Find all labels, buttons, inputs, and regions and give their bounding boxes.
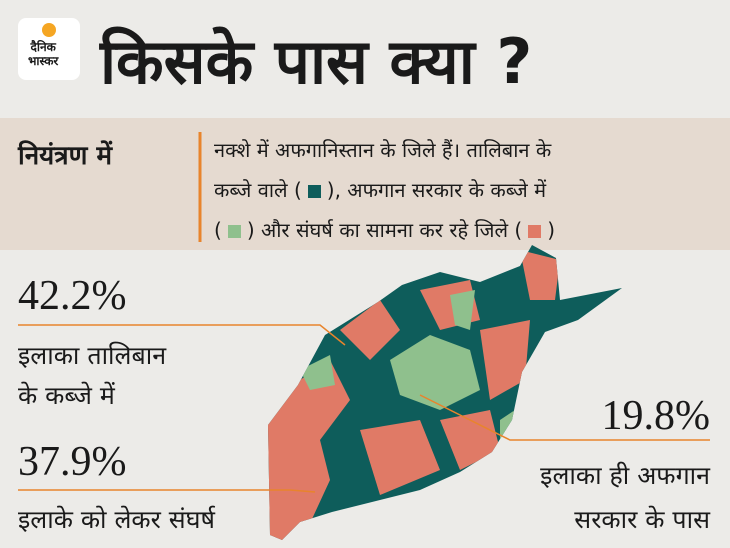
logo-text: भास्कर bbox=[28, 54, 59, 68]
legend-text: ) और संघर्ष का सामना कर रहे जिले ( bbox=[246, 218, 523, 242]
contested-area bbox=[520, 250, 560, 300]
logo-sun bbox=[42, 23, 56, 37]
legend-swatch bbox=[307, 185, 321, 198]
stat-value: 42.2% bbox=[18, 273, 127, 319]
legend-text: ) bbox=[547, 218, 556, 242]
legend-text: नक्शे में अफगानिस्तान के जिले हैं। तालिब… bbox=[214, 138, 552, 162]
contested-area bbox=[360, 420, 440, 495]
contested-area bbox=[480, 320, 530, 400]
legend-swatch bbox=[528, 225, 542, 238]
government-area bbox=[300, 355, 335, 390]
government-area bbox=[390, 335, 480, 410]
legend-text: कब्जे वाले ( bbox=[214, 178, 302, 202]
stat-value: 37.9% bbox=[18, 439, 127, 485]
stat-label: इलाका ही अफगान bbox=[540, 461, 710, 490]
legend-label: नियंत्रण में bbox=[18, 141, 112, 171]
legend-text: ( bbox=[214, 218, 222, 242]
legend-swatch bbox=[227, 225, 241, 238]
government-area bbox=[450, 290, 475, 330]
contested-area bbox=[440, 410, 500, 470]
legend-text: ), अफगान सरकार के कब्जे में bbox=[326, 178, 547, 202]
stat-label: सरकार के पास bbox=[574, 505, 710, 534]
stat-value: 19.8% bbox=[601, 393, 711, 439]
logo-text: दैनिक bbox=[30, 40, 56, 54]
stat-label: के कब्जे में bbox=[18, 381, 115, 410]
stat-label: इलाके को लेकर संघर्ष bbox=[18, 505, 215, 534]
legend-band bbox=[0, 118, 730, 250]
pointer-line bbox=[18, 324, 346, 346]
legend-text: ( ) और संघर्ष का सामना कर रहे जिले () bbox=[214, 216, 555, 243]
pointer-line bbox=[419, 394, 710, 441]
title: किसके पास क्या ? bbox=[100, 25, 533, 98]
pointer-line bbox=[18, 489, 316, 493]
legend-text: कब्जे वाले ( ), अफगान सरकार के कब्जे में bbox=[214, 176, 546, 203]
contested-area bbox=[268, 360, 350, 540]
stat-label: इलाका तालिबान bbox=[18, 341, 167, 370]
logo-box bbox=[18, 18, 80, 80]
contested-area bbox=[340, 300, 400, 360]
logo: दैनिक भास्कर bbox=[28, 40, 58, 68]
